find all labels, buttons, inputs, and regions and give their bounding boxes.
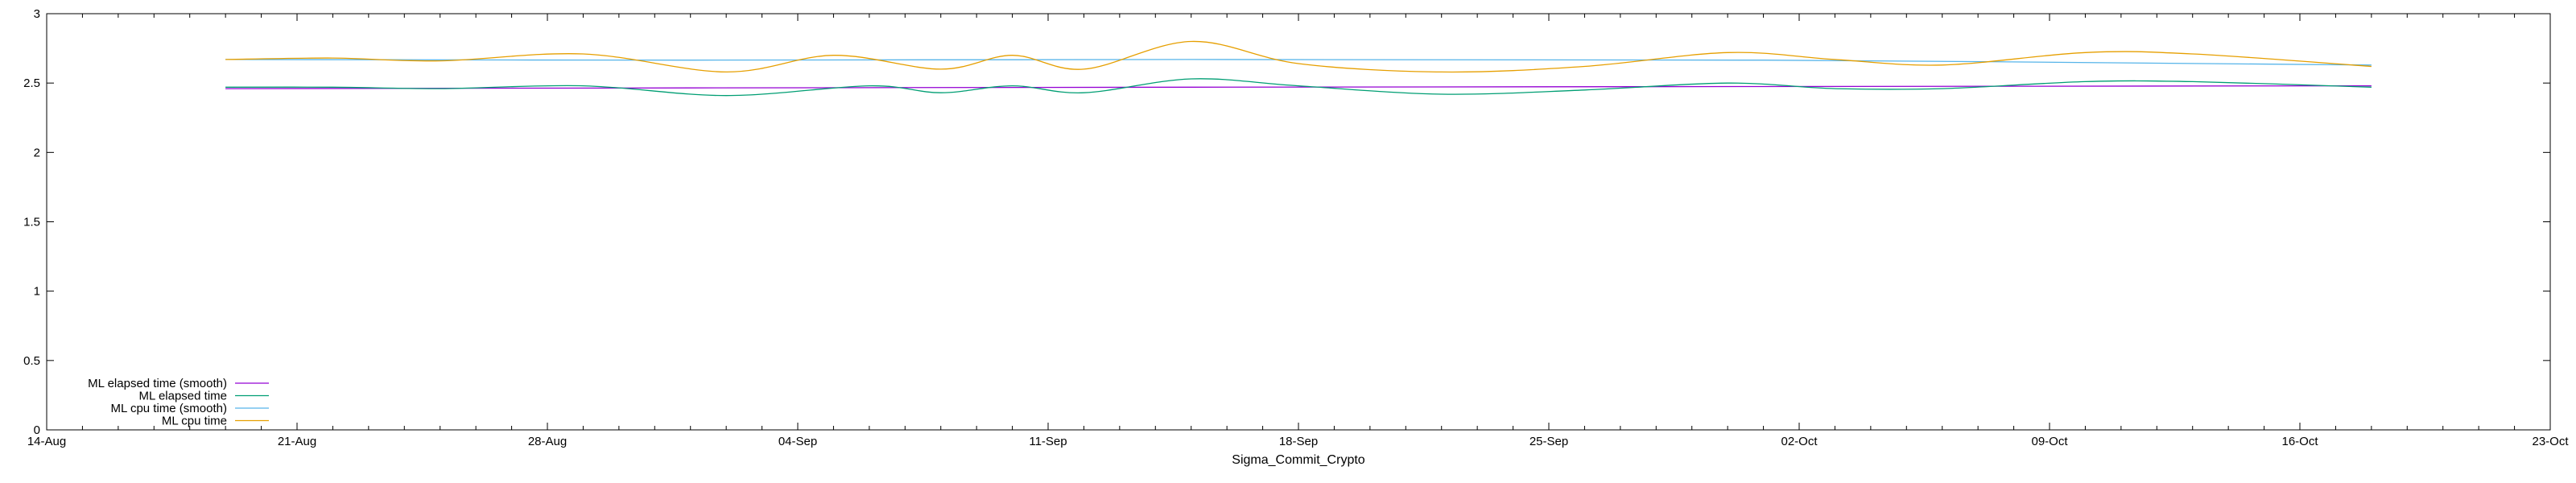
y-tick-label: 2.5 (23, 76, 40, 90)
x-tick-label: 21-Aug (278, 435, 316, 448)
x-tick-label: 23-Oct (2532, 435, 2569, 448)
x-tick-label: 18-Sep (1279, 435, 1318, 448)
legend-label: ML cpu time (162, 415, 227, 428)
y-tick-label: 0 (34, 423, 40, 437)
legend-label: ML elapsed time (smooth) (88, 377, 227, 390)
series-line-1 (225, 85, 2372, 89)
legend-label: ML cpu time (smooth) (111, 402, 228, 415)
series-line-2 (225, 78, 2372, 97)
x-tick-label: 25-Sep (1530, 435, 1568, 448)
series-line-3 (225, 59, 2372, 66)
x-tick-label: 02-Oct (1781, 435, 1818, 448)
x-tick-label: 09-Oct (2031, 435, 2068, 448)
x-axis-title: Sigma_Commit_Crypto (1232, 453, 1364, 467)
x-tick-label: 16-Oct (2281, 435, 2318, 448)
plot-border (46, 13, 2551, 431)
y-tick-label: 1 (34, 285, 40, 299)
x-tick-label: 28-Aug (528, 435, 567, 448)
legend: ML elapsed time (smooth)ML elapsed timeM… (88, 377, 269, 428)
x-axis-ticks: 14-Aug 21-Aug 28-Aug 04-Sep 11-Sep 18-Sep 25-S… (27, 14, 2569, 448)
legend-label: ML elapsed time (139, 390, 228, 403)
x-tick-label: 14-Aug (27, 435, 66, 448)
y-tick-label: 0.5 (23, 354, 40, 368)
series-line-4 (225, 40, 2372, 73)
y-tick-label: 3 (34, 7, 40, 21)
plot-frame (46, 13, 2551, 431)
x-tick-label: 04-Sep (778, 435, 817, 448)
y-tick-label: 1.5 (23, 216, 40, 229)
y-tick-label: 2 (34, 146, 40, 159)
x-tick-label: 11-Sep (1029, 435, 1067, 448)
y-axis-ticks: 0 0.5 1 1.5 2 2.5 3 (23, 7, 2550, 437)
series-lines (225, 40, 2372, 97)
